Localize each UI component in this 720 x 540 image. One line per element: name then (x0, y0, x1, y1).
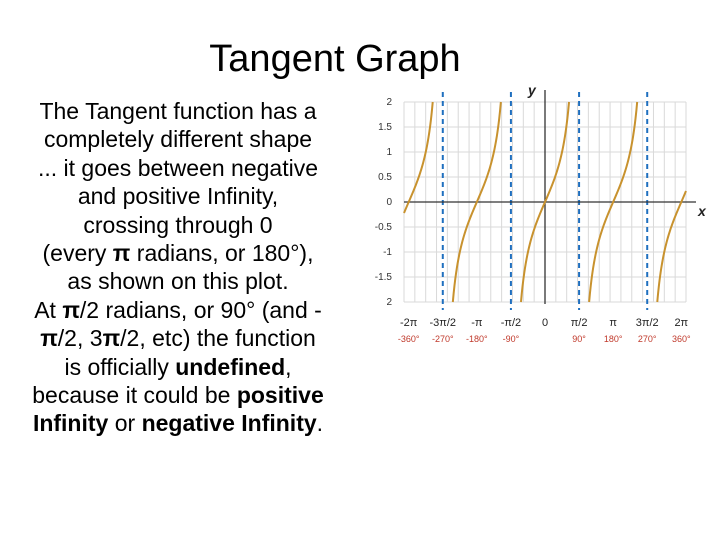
tangent-curves (403, 101, 687, 303)
paragraph-intro: The Tangent function has a completely di… (4, 97, 352, 296)
text-line: is officially undefined, (4, 353, 352, 381)
x-tick-label-radians: -3π/2 (430, 317, 457, 329)
text-line: and positive Infinity, (77, 183, 279, 210)
x-tick-label-radians: π (609, 317, 617, 329)
x-tick-label-degrees: -270° (432, 334, 454, 344)
y-tick-label: -1 (383, 247, 392, 258)
text-line: At π/2 radians, or 90° (and - (4, 296, 352, 324)
x-tick-label-radians: 3π/2 (636, 317, 659, 329)
tangent-branch (656, 190, 687, 303)
text-line: (every π radians, or 180°), (4, 239, 352, 267)
text-line: Infinity or negative Infinity. (4, 409, 352, 437)
y-axis-label: y (527, 82, 537, 98)
y-tick-label: 0.5 (378, 172, 392, 183)
text-span: . (316, 410, 324, 437)
y-tick-label: 2 (386, 297, 392, 308)
text-line: crossing through 0 (83, 211, 273, 238)
x-tick-label-degrees: 360° (672, 334, 691, 344)
x-tick-label-degrees: -360° (398, 334, 420, 344)
text-span: is officially (64, 353, 176, 380)
x-tick-label-radians: -π/2 (501, 317, 521, 329)
text-span: or (108, 410, 142, 437)
text-span: /2, 3 (57, 325, 103, 352)
pi-symbol: π (40, 325, 58, 352)
tangent-branch (451, 101, 502, 303)
text-line: as shown on this plot. (67, 268, 289, 295)
text-span: (every (42, 240, 113, 267)
x-tick-label-degrees: -180° (466, 334, 488, 344)
y-tick-label: 0 (386, 197, 392, 208)
x-tick-label-radians: -π (471, 317, 483, 329)
x-tick-label-radians: π/2 (571, 317, 588, 329)
tangent-graph: xy 21.510.50-0.5-1-1.52-2π-360°-3π/2-270… (375, 82, 707, 344)
tangent-branch (588, 101, 639, 303)
x-tick-label-radians: 0 (542, 317, 548, 329)
tangent-branch (403, 101, 434, 214)
x-axis-label: x (697, 203, 707, 219)
pi-symbol: π (102, 325, 121, 352)
y-tick-label: 2 (386, 97, 392, 108)
x-tick-label-degrees: 180° (604, 334, 623, 344)
text-line: ... it goes between negative (37, 154, 319, 181)
slide-body: The Tangent function has a completely di… (4, 97, 352, 438)
x-tick-label-radians: 2π (674, 317, 688, 329)
y-tick-label: 1.5 (378, 122, 392, 133)
text-span: At (34, 296, 63, 323)
y-tick-label: -1.5 (375, 272, 393, 283)
emphasis-undefined: undefined (175, 353, 286, 380)
axes: xy (404, 82, 707, 304)
y-tick-label: 1 (386, 147, 392, 158)
text-line: π/2, 3π/2, etc) the function (4, 324, 352, 352)
x-tick-label-degrees: 90° (572, 334, 586, 344)
x-tick-label-degrees: 270° (638, 334, 657, 344)
slide-title: Tangent Graph (209, 38, 461, 80)
emphasis-negative-infinity: negative Infinity (141, 410, 317, 437)
text-line: The Tangent function has a (39, 98, 317, 124)
pi-symbol: π (112, 240, 131, 267)
text-span: radians, or 180°), (130, 240, 314, 267)
text-span: /2, etc) the function (120, 325, 316, 352)
paragraph-undefined: At π/2 radians, or 90° (and - π/2, 3π/2,… (4, 296, 352, 438)
pi-symbol: π (62, 296, 80, 323)
emphasis-positive: positive (236, 382, 324, 409)
emphasis-infinity: Infinity (32, 410, 109, 437)
text-line: completely different shape (43, 126, 313, 153)
text-span: because it could be (32, 382, 237, 409)
text-line: because it could be positive (4, 381, 352, 409)
x-tick-label-radians: -2π (400, 317, 418, 329)
tangent-branch (519, 101, 571, 303)
asymptotes (441, 92, 649, 310)
tick-labels: 2 1.5 1 0.5 0 -0.5 -1 -1.5 2 -2π -360° -3π/2 -270° -π… (375, 97, 691, 344)
x-tick-label-degrees: -90° (503, 334, 520, 344)
text-span: /2 radians, or 90° (and - (79, 296, 322, 323)
text-span: , (285, 353, 292, 380)
y-tick-label: -0.5 (375, 222, 393, 233)
